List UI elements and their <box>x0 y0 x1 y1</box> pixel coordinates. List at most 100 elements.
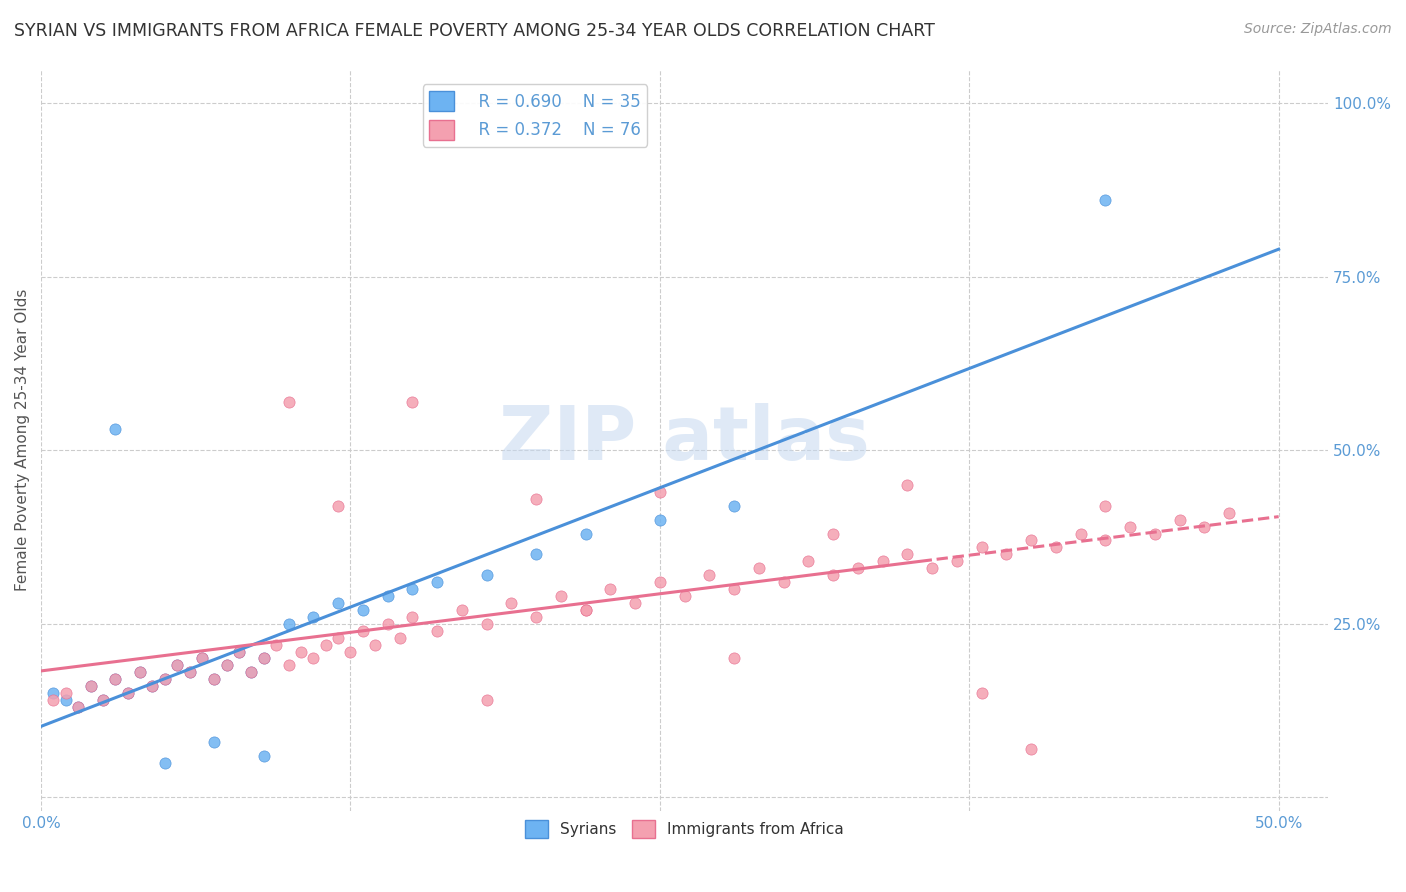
Point <box>326 596 349 610</box>
Point <box>191 651 214 665</box>
Legend: Syrians, Immigrants from Africa: Syrians, Immigrants from Africa <box>519 814 851 845</box>
Point <box>79 679 101 693</box>
Point <box>501 596 523 610</box>
Point <box>191 651 214 665</box>
Point <box>970 541 993 555</box>
Point <box>290 644 312 658</box>
Point <box>253 651 276 665</box>
Point <box>401 610 423 624</box>
Point <box>524 547 547 561</box>
Point <box>364 638 387 652</box>
Point <box>91 693 114 707</box>
Point <box>104 673 127 687</box>
Point <box>153 673 176 687</box>
Point <box>995 547 1018 561</box>
Point <box>166 658 188 673</box>
Point <box>55 693 77 707</box>
Point <box>648 575 671 590</box>
Point <box>228 644 250 658</box>
Point <box>104 422 127 436</box>
Point <box>1070 526 1092 541</box>
Point <box>377 589 399 603</box>
Point <box>624 596 647 610</box>
Point <box>524 610 547 624</box>
Point <box>302 651 325 665</box>
Point <box>426 624 449 638</box>
Point <box>921 561 943 575</box>
Point <box>599 582 621 596</box>
Point <box>1019 533 1042 548</box>
Point <box>1045 541 1067 555</box>
Point <box>550 589 572 603</box>
Point <box>648 484 671 499</box>
Point <box>723 582 745 596</box>
Point <box>823 568 845 582</box>
Point <box>202 735 225 749</box>
Point <box>388 631 411 645</box>
Point <box>153 756 176 770</box>
Point <box>67 700 90 714</box>
Point <box>277 658 299 673</box>
Point <box>240 665 263 680</box>
Point <box>1094 533 1116 548</box>
Point <box>896 547 918 561</box>
Point <box>673 589 696 603</box>
Point <box>215 658 238 673</box>
Point <box>823 526 845 541</box>
Point <box>575 526 598 541</box>
Point <box>846 561 869 575</box>
Point <box>277 394 299 409</box>
Point <box>166 658 188 673</box>
Point <box>129 665 152 680</box>
Point <box>401 582 423 596</box>
Point <box>302 610 325 624</box>
Text: ZIP atlas: ZIP atlas <box>499 403 870 476</box>
Point <box>475 568 498 582</box>
Point <box>896 478 918 492</box>
Point <box>575 603 598 617</box>
Point <box>1143 526 1166 541</box>
Point <box>723 651 745 665</box>
Point <box>202 673 225 687</box>
Point <box>352 603 374 617</box>
Point <box>872 554 894 568</box>
Point <box>141 679 163 693</box>
Point <box>1168 513 1191 527</box>
Point <box>699 568 721 582</box>
Point <box>277 616 299 631</box>
Point <box>179 665 201 680</box>
Point <box>42 693 65 707</box>
Point <box>970 686 993 700</box>
Point <box>202 673 225 687</box>
Point <box>450 603 472 617</box>
Point <box>117 686 139 700</box>
Point <box>79 679 101 693</box>
Point <box>475 693 498 707</box>
Point <box>179 665 201 680</box>
Y-axis label: Female Poverty Among 25-34 Year Olds: Female Poverty Among 25-34 Year Olds <box>15 289 30 591</box>
Point <box>401 394 423 409</box>
Point <box>228 644 250 658</box>
Point <box>723 499 745 513</box>
Point <box>117 686 139 700</box>
Point <box>1119 519 1142 533</box>
Point <box>326 631 349 645</box>
Point <box>426 575 449 590</box>
Point <box>797 554 820 568</box>
Point <box>1019 741 1042 756</box>
Point <box>352 624 374 638</box>
Point <box>141 679 163 693</box>
Point <box>91 693 114 707</box>
Point <box>129 665 152 680</box>
Point <box>104 673 127 687</box>
Point <box>748 561 770 575</box>
Point <box>1094 194 1116 208</box>
Point <box>253 651 276 665</box>
Point <box>377 616 399 631</box>
Point <box>1094 499 1116 513</box>
Point <box>264 638 287 652</box>
Point <box>648 513 671 527</box>
Point <box>215 658 238 673</box>
Point <box>524 491 547 506</box>
Point <box>1218 506 1240 520</box>
